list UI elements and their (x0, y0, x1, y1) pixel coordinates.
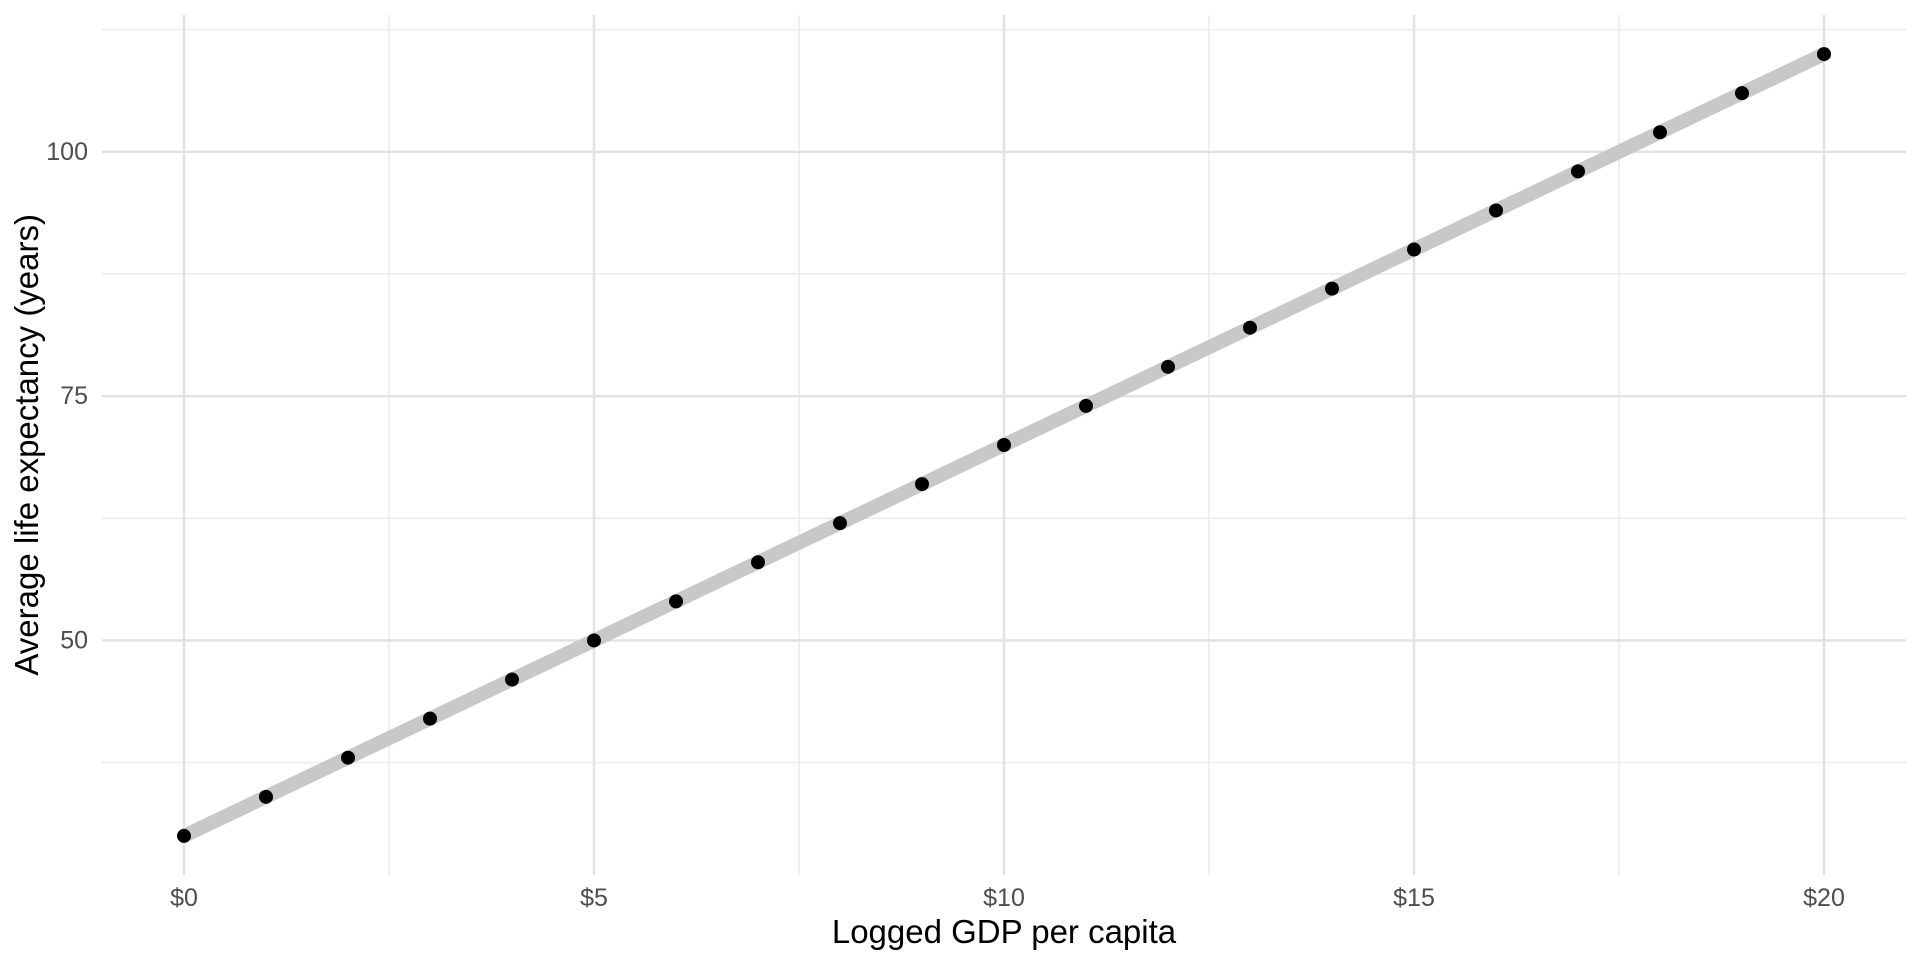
data-point (1571, 164, 1585, 179)
data-point (1325, 281, 1339, 296)
data-point (423, 711, 437, 726)
data-point (587, 633, 601, 648)
x-axis-title: Logged GDP per capita (831, 913, 1177, 950)
data-point (751, 555, 765, 570)
y-tick-label: 50 (60, 626, 88, 654)
x-tick-label: $20 (1803, 884, 1845, 912)
data-point (833, 516, 847, 531)
data-point (915, 477, 929, 492)
data-point (505, 672, 519, 687)
y-tick-label: 75 (60, 382, 88, 410)
x-tick-label: $5 (580, 884, 608, 912)
y-axis-title: Average life expectancy (years) (8, 214, 45, 676)
x-tick-label: $10 (983, 884, 1025, 912)
data-point (1489, 203, 1503, 218)
data-point (1243, 320, 1257, 335)
x-tick-label: $15 (1393, 884, 1435, 912)
y-tick-label: 100 (46, 138, 88, 166)
data-point (1079, 398, 1093, 413)
data-point (1817, 47, 1831, 62)
data-point (669, 594, 683, 609)
data-point (1407, 242, 1421, 257)
data-point (341, 750, 355, 765)
data-point (177, 828, 191, 843)
data-point (1161, 359, 1175, 374)
x-tick-label: $0 (170, 884, 198, 912)
data-point (1653, 125, 1667, 140)
data-point (997, 438, 1011, 452)
data-point (1735, 86, 1749, 101)
data-point (259, 789, 273, 804)
y-axis-title-container: Average life expectancy (years) (8, 15, 46, 875)
